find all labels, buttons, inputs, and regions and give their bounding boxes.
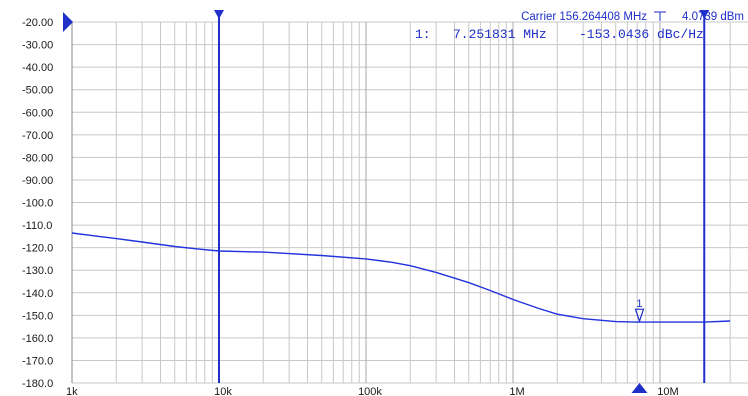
x-tick-label: 1k (66, 386, 78, 396)
y-tick-label: -140.0 (22, 288, 53, 300)
y-tick-label: -100.0 (22, 198, 53, 210)
y-tick-label: -80.00 (22, 152, 53, 164)
y-tick-label: -40.00 (22, 62, 53, 74)
cursor-top-marker (214, 10, 224, 19)
marker-layer: 1 (631, 298, 648, 393)
trace-layer (71, 232, 731, 323)
y-tick-label: -130.0 (22, 265, 53, 277)
x-tick-label: 100k (358, 386, 382, 396)
y-tick-label: -70.00 (22, 130, 53, 142)
marker-label: 1 (636, 298, 642, 310)
cursor-top-marker (699, 10, 710, 19)
grid-lines (71, 21, 748, 384)
marker-triangle (634, 308, 645, 324)
y-tick-label: -50.00 (22, 85, 53, 97)
x-tick-label: 10k (214, 386, 232, 396)
y-tick-label: -170.0 (22, 355, 53, 367)
y-tick-label: -90.00 (22, 175, 53, 187)
y-tick-label: -120.0 (22, 243, 53, 255)
x-tick-label: 10M (657, 386, 678, 396)
x-axis-tick-labels: 1k 10k 100k 1M 10M (66, 386, 679, 396)
marker-readout-frequency: 7.251831 MHz (453, 27, 547, 42)
x-tick-label: 1M (509, 386, 524, 396)
y-tick-label: -20.00 (22, 17, 53, 29)
y-tick-label: -60.00 (22, 107, 53, 119)
marker-readout-index: 1: (415, 27, 431, 42)
marker-readout-value: -153.0436 dBc/Hz (579, 27, 704, 42)
y-tick-label: -180.0 (22, 378, 53, 390)
carrier-frequency-text: Carrier 156.264408 MHz (521, 11, 647, 23)
readout-layer: Carrier 156.264408 MHz 4.0739 dBm 1: 7.2… (415, 11, 744, 42)
carrier-level-text: 4.0739 dBm (682, 11, 744, 23)
y-tick-label: -150.0 (22, 310, 53, 322)
series-line (71, 232, 731, 323)
y-tick-label: -110.0 (22, 220, 52, 232)
reference-level-marker (63, 12, 73, 32)
marker-axis-triangle (631, 383, 648, 393)
cursor-lines (63, 10, 710, 383)
y-tick-label: -30.00 (22, 40, 53, 52)
y-tick-label: -160.0 (22, 333, 53, 345)
y-axis-tick-labels: -20.00 -30.00 -40.00 -50.00 -60.00 -70.00 -80.… (22, 17, 53, 390)
